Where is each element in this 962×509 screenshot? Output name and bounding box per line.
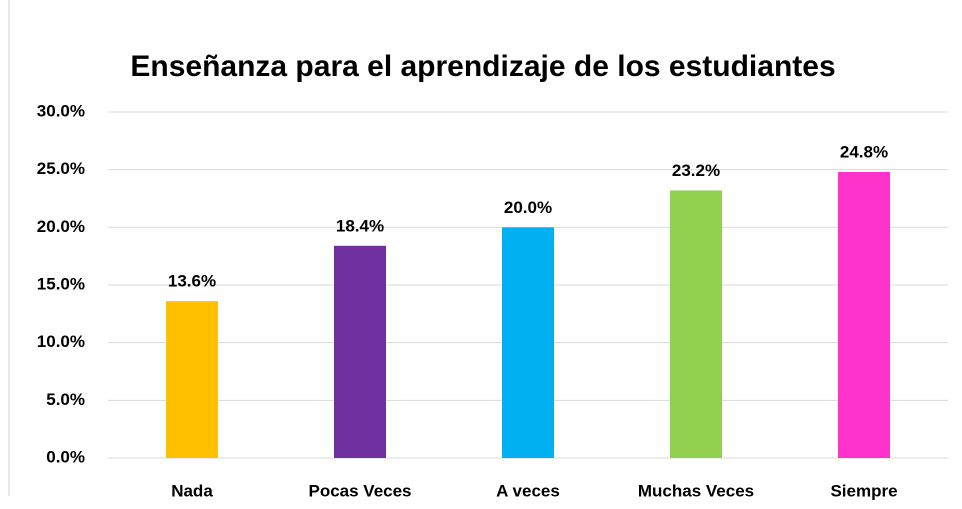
y-tick-label: 25.0% xyxy=(37,159,85,178)
y-tick-label: 30.0% xyxy=(37,101,85,120)
x-tick-label: Muchas Veces xyxy=(638,481,754,500)
bar xyxy=(838,171,890,458)
value-label: 23.2% xyxy=(672,161,720,180)
y-tick-label: 20.0% xyxy=(37,217,85,236)
x-tick-label: A veces xyxy=(496,481,560,500)
value-label: 13.6% xyxy=(168,272,216,291)
bar xyxy=(502,227,554,458)
x-tick-label: Pocas Veces xyxy=(308,481,411,500)
value-label: 24.8% xyxy=(840,142,888,161)
value-label: 18.4% xyxy=(336,216,384,235)
y-tick-label: 15.0% xyxy=(37,274,85,293)
y-tick-label: 5.0% xyxy=(46,390,85,409)
value-label: 20.0% xyxy=(504,198,552,217)
x-tick-label: Nada xyxy=(171,481,213,500)
bar xyxy=(670,190,722,458)
bar xyxy=(166,301,218,458)
bar xyxy=(334,245,386,458)
chart-title: Enseñanza para el aprendizaje de los est… xyxy=(130,50,835,83)
y-tick-label: 0.0% xyxy=(46,447,85,466)
y-tick-label: 10.0% xyxy=(37,332,85,351)
x-tick-label: Siempre xyxy=(830,481,897,500)
